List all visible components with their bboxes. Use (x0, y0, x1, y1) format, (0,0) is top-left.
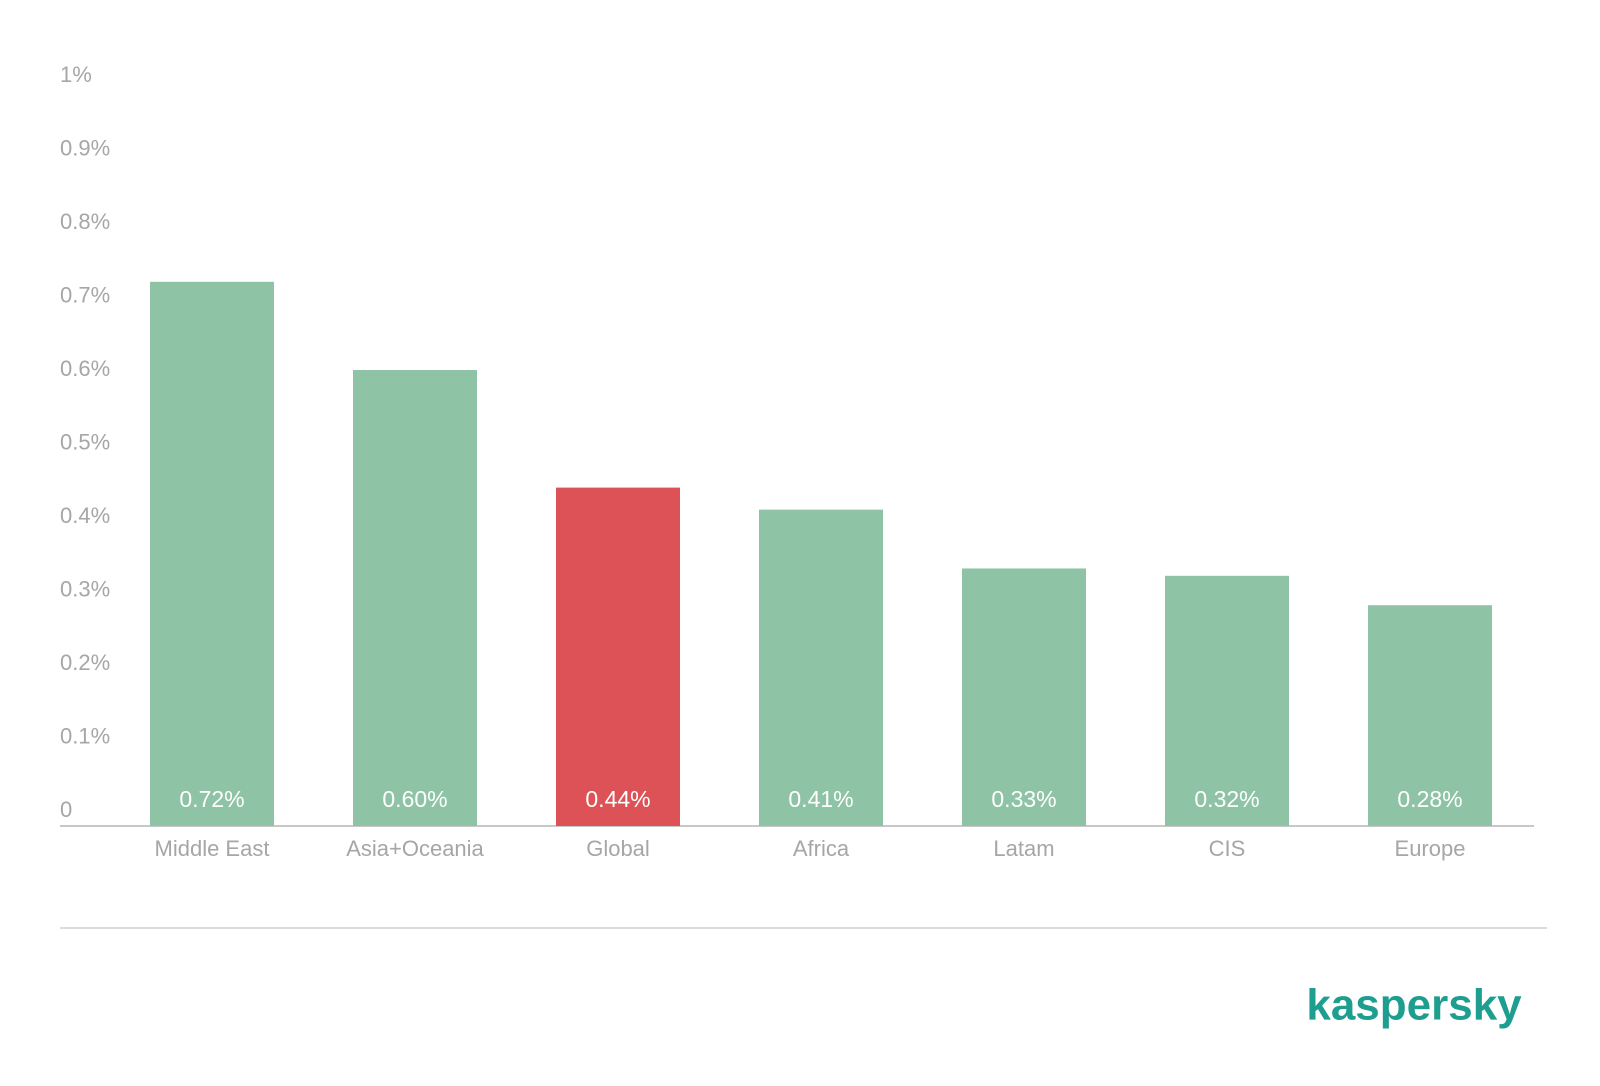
value-label: 0.41% (788, 786, 853, 812)
value-label: 0.33% (991, 786, 1056, 812)
value-label: 0.60% (382, 786, 447, 812)
bar (353, 370, 477, 826)
y-tick-label: 0 (60, 797, 72, 822)
y-tick-label: 0.4% (60, 503, 110, 528)
value-label: 0.72% (179, 786, 244, 812)
value-label: 0.44% (585, 786, 650, 812)
value-label: 0.28% (1397, 786, 1462, 812)
y-tick-label: 0.9% (60, 135, 110, 160)
x-tick-label: Global (586, 836, 650, 861)
y-tick-label: 0.8% (60, 209, 110, 234)
y-tick-label: 0.1% (60, 723, 110, 748)
x-tick-label: Africa (793, 836, 850, 861)
y-tick-label: 0.3% (60, 576, 110, 601)
bar (1165, 575, 1289, 826)
x-tick-label: Europe (1395, 836, 1466, 861)
y-tick-label: 0.2% (60, 650, 110, 675)
x-tick-label: Latam (993, 836, 1054, 861)
x-tick-label: Middle East (155, 836, 270, 861)
logo: kaspersky (1306, 981, 1522, 1030)
y-tick-label: 0.6% (60, 356, 110, 381)
value-label: 0.32% (1194, 786, 1259, 812)
x-tick-label: CIS (1209, 836, 1246, 861)
bar (759, 509, 883, 826)
y-tick-label: 0.5% (60, 429, 110, 454)
bar (150, 281, 274, 826)
y-tick-label: 0.7% (60, 282, 110, 307)
bar (962, 568, 1086, 826)
x-tick-label: Asia+Oceania (346, 836, 484, 861)
y-tick-label: 1% (60, 62, 92, 87)
bar (556, 487, 680, 826)
bar (1368, 605, 1492, 826)
